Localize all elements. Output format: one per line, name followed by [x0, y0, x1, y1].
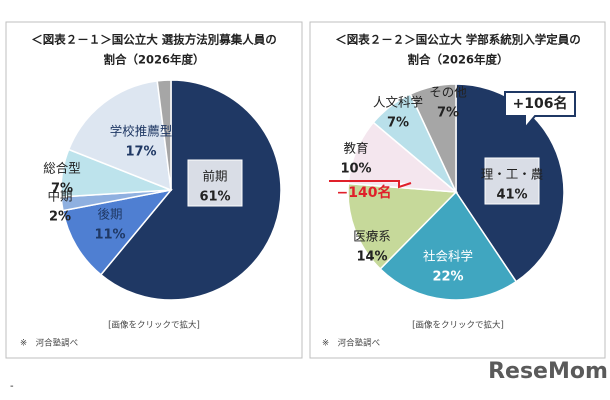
pie-slice: [67, 80, 172, 192]
source: ※ 河合塾調べ: [322, 338, 380, 349]
slice-label: その他: [429, 85, 467, 100]
slice-value-label: 17%: [125, 145, 156, 160]
slice-label: 中期: [47, 189, 72, 204]
slice-label: 理・工・農: [481, 167, 544, 182]
slice-value-label: 10%: [340, 162, 371, 177]
pie-slice: [409, 83, 457, 193]
slice-value-label: 2%: [49, 210, 71, 225]
panel-border: [309, 21, 606, 359]
pie-slice: [62, 188, 173, 276]
note: [画像をクリックで拡大]: [412, 320, 504, 331]
slice-label: 教育: [343, 141, 368, 156]
pie-slice: [156, 79, 172, 191]
slice-value-label: 11%: [94, 228, 125, 243]
callout-text: −140名: [337, 184, 392, 201]
slice-label: 前期: [202, 169, 227, 184]
slice-label: 人文科学: [373, 95, 423, 110]
slice-value-label: 7%: [387, 116, 409, 131]
slice-label: 社会科学: [423, 249, 473, 264]
slice-label: 総合型: [43, 161, 81, 176]
slice-value-label: 41%: [496, 188, 527, 203]
slice-value-label: 7%: [437, 106, 459, 121]
source: ※ 河合塾調べ: [20, 338, 78, 349]
slice-label: 後期: [97, 207, 122, 222]
slice-value-label: 22%: [432, 270, 463, 285]
slice-value-label: 61%: [199, 190, 230, 205]
pie-slice: [379, 190, 518, 301]
panel-border: [5, 21, 303, 359]
chart-subtitle: 割合（2026年度）: [103, 53, 204, 67]
chart-subtitle: 割合（2026年度）: [407, 53, 508, 67]
pie-slice: [347, 182, 458, 271]
slice-value-label: 14%: [356, 250, 387, 265]
slice-label: 学校推薦型: [110, 124, 173, 139]
callout-box: [504, 91, 576, 131]
slice-value-label: 7%: [51, 182, 73, 197]
slice-label: 医療系: [353, 229, 391, 244]
logo: ReseMom: [488, 359, 608, 384]
dash: -: [10, 381, 14, 392]
note: [画像をクリックで拡大]: [108, 320, 200, 331]
callout-text: +106名: [513, 95, 568, 112]
chart-title: ＜図表２－２＞国公立大 学部系統別入学定員の: [335, 33, 581, 47]
label-box: [484, 157, 540, 205]
chart-title: ＜図表２－１＞国公立大 選抜方法別募集人員の: [31, 33, 277, 47]
callout-box: [329, 180, 412, 189]
label-box: [187, 159, 243, 207]
